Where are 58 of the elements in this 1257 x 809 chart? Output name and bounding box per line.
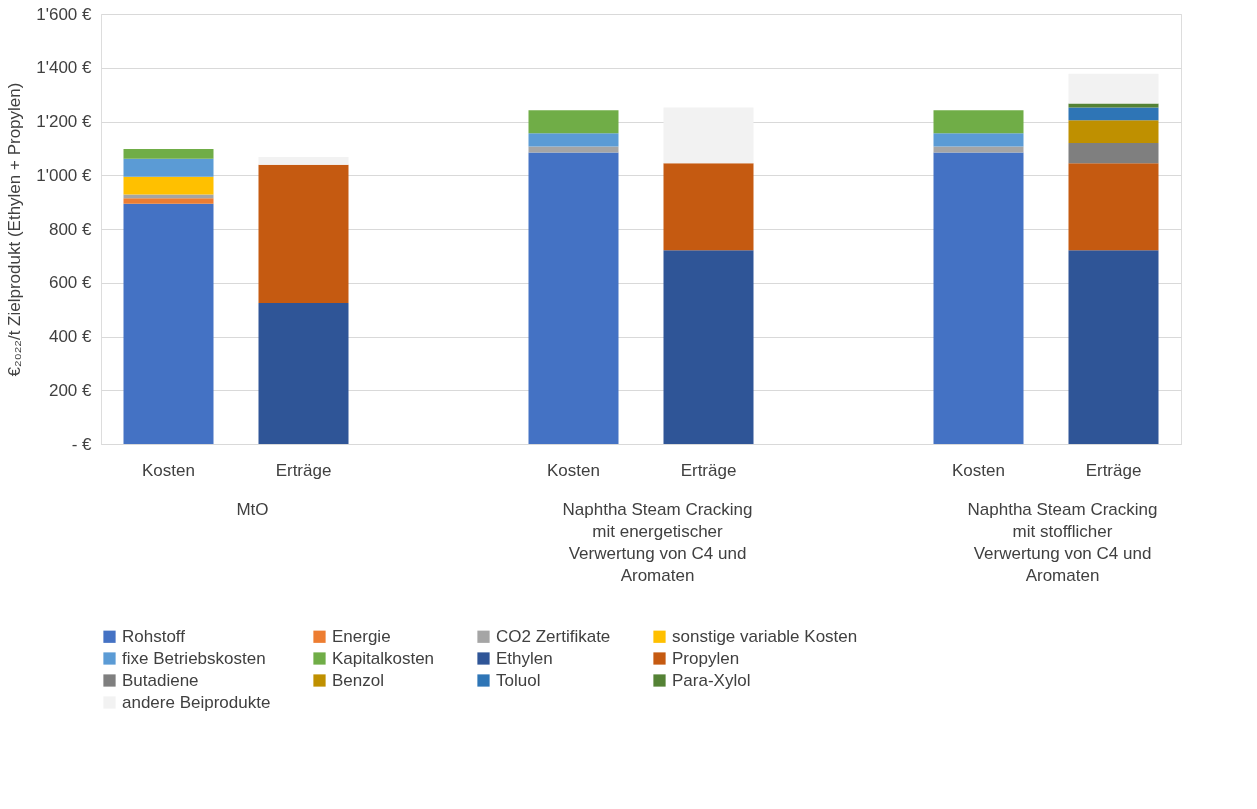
bar: [1068, 103, 1159, 108]
x-tick-label: Erträge: [1085, 460, 1142, 480]
legend-label: Energie: [332, 626, 391, 646]
text: Naphtha Steam Cracking mit stofflicher Verwertung von C4 und Aromaten: [967, 500, 1158, 585]
bar: [1068, 250, 1159, 444]
bar: [258, 156, 349, 165]
y-tick-label: 800 €: [48, 219, 93, 239]
bar: [528, 133, 619, 147]
legend-label: Butadiene: [122, 670, 199, 690]
bar: [528, 152, 619, 444]
y-tick-label: 200 €: [48, 380, 93, 400]
bar: [1068, 163, 1159, 251]
legend-label: CO2 Zertifikate: [496, 626, 611, 646]
x-tick-label: Erträge: [680, 460, 737, 480]
legend-label: Propylen: [672, 648, 740, 668]
bar: [663, 250, 754, 444]
x-tick-label: Kosten: [547, 460, 600, 480]
bar: [123, 148, 214, 159]
legend-label: Para-Xylol: [672, 670, 751, 690]
y-tick-label: - €: [71, 434, 93, 454]
y-tick-label: 1'000 €: [36, 165, 93, 185]
legend-label: Rohstoff: [122, 626, 186, 646]
text: Naphtha Steam Cracking mit energetischer Verwertung von C4 und Aromaten: [562, 500, 753, 585]
legend-label: Toluol: [496, 670, 541, 690]
legend-label: Benzol: [332, 670, 384, 690]
text: MtO: [236, 500, 269, 519]
x-tick-label: Kosten: [142, 460, 195, 480]
bar: [123, 158, 214, 177]
bar: [528, 110, 619, 134]
legend-label: fixe Betriebskosten: [122, 648, 266, 668]
bar: [933, 110, 1024, 134]
bar: [933, 146, 1024, 153]
bar: [123, 203, 214, 444]
bar: [258, 164, 349, 303]
legend-label: andere Beiprodukte: [122, 692, 271, 712]
legend-label: sonstige variable Kosten: [672, 626, 858, 646]
bar: [1068, 107, 1159, 121]
bar: [123, 176, 214, 195]
legend-label: Ethylen: [496, 648, 553, 668]
bar: [258, 302, 349, 444]
bar: [1068, 120, 1159, 143]
bar: [1068, 143, 1159, 164]
y-tick-label: 1'200 €: [36, 112, 93, 131]
y-tick-label: 1'600 €: [36, 4, 93, 24]
y-tick-label: 400 €: [48, 327, 93, 346]
y-axis-title: €₂₀₂₂/t Zielprodukt (Ethylen + Propylen): [5, 82, 25, 377]
y-tick-label: 600 €: [48, 273, 93, 293]
x-tick-label: Kosten: [952, 460, 1005, 480]
bar: [528, 146, 619, 153]
bar: [1068, 73, 1159, 104]
legend-label: Kapitalkosten: [332, 648, 435, 668]
bar: [123, 198, 214, 204]
bar: [933, 133, 1024, 147]
x-tick-label: Erträge: [275, 460, 332, 480]
bar: [663, 163, 754, 251]
bar: [663, 107, 754, 164]
y-tick-label: 1'400 €: [36, 58, 93, 78]
bar: [933, 152, 1024, 444]
